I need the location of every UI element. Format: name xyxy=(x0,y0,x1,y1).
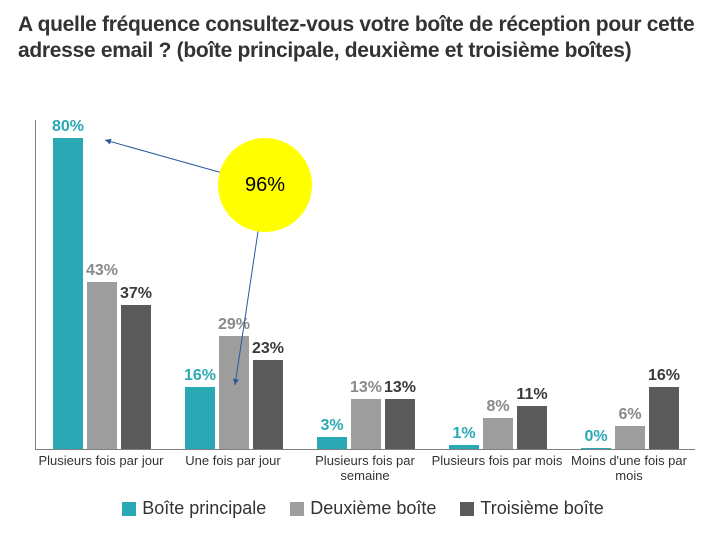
bar: 8% xyxy=(483,418,513,449)
bar-value-label: 16% xyxy=(184,367,216,387)
bar-group: 80%43%37% xyxy=(53,138,151,449)
bar: 13% xyxy=(351,399,381,449)
bar: 16% xyxy=(185,387,215,449)
bar-value-label: 16% xyxy=(648,367,680,387)
bar-value-label: 23% xyxy=(252,340,284,360)
chart-legend: Boîte principale Deuxième boîte Troisième … xyxy=(0,498,726,519)
legend-item: Troisième boîte xyxy=(460,498,603,519)
chart-plot: 80%43%37%16%29%23%3%13%13%1%8%11%0%6%16% xyxy=(35,120,695,450)
bar-value-label: 29% xyxy=(218,316,250,336)
category-label: Plusieurs fois par semaine xyxy=(299,454,431,484)
bar: 16% xyxy=(649,387,679,449)
bar-value-label: 3% xyxy=(320,417,343,437)
callout-text: 96% xyxy=(245,174,285,197)
legend-item: Boîte principale xyxy=(122,498,266,519)
bar: 0% xyxy=(581,448,611,449)
bar-value-label: 13% xyxy=(384,379,416,399)
chart-title: A quelle fréquence consultez-vous votre … xyxy=(0,0,726,65)
category-label: Moins d'une fois par mois xyxy=(563,454,695,484)
bar-group: 0%6%16% xyxy=(581,387,679,449)
bar: 6% xyxy=(615,426,645,449)
legend-label: Boîte principale xyxy=(142,498,266,519)
bar-group: 1% 8%11% xyxy=(449,406,547,449)
bar: 3% xyxy=(317,437,347,449)
category-label: Plusieurs fois par jour xyxy=(35,454,167,469)
legend-swatch xyxy=(460,502,474,516)
bar-value-label: 1% xyxy=(452,425,475,445)
bar: 43% xyxy=(87,282,117,449)
bar-value-label: 11% xyxy=(516,386,547,406)
bar: 1% xyxy=(449,445,479,449)
bar-value-label: 6% xyxy=(618,406,641,426)
bar: 11% xyxy=(517,406,547,449)
bar-group: 16%29%23% xyxy=(185,336,283,449)
category-label: Une fois par jour xyxy=(167,454,299,469)
bar-value-label: 43% xyxy=(86,262,118,282)
bar-group: 3% 13%13% xyxy=(317,399,415,449)
callout-circle: 96% xyxy=(218,138,312,232)
bar: 23% xyxy=(253,360,283,449)
bar: 29% xyxy=(219,336,249,449)
bar: 80% xyxy=(53,138,83,449)
category-label: Plusieurs fois par mois xyxy=(431,454,563,469)
legend-swatch xyxy=(122,502,136,516)
bar-value-label: 37% xyxy=(120,285,152,305)
legend-swatch xyxy=(290,502,304,516)
bar-value-label: 13% xyxy=(350,379,382,399)
bar: 13% xyxy=(385,399,415,449)
bar-value-label: 0% xyxy=(584,428,607,448)
legend-item: Deuxième boîte xyxy=(290,498,436,519)
legend-label: Deuxième boîte xyxy=(310,498,436,519)
bar-value-label: 8% xyxy=(486,398,509,418)
bar: 37% xyxy=(121,305,151,449)
bar-value-label: 80% xyxy=(52,118,84,138)
legend-label: Troisième boîte xyxy=(480,498,603,519)
chart-area: 80%43%37%16%29%23%3%13%13%1%8%11%0%6%16%… xyxy=(35,120,695,450)
